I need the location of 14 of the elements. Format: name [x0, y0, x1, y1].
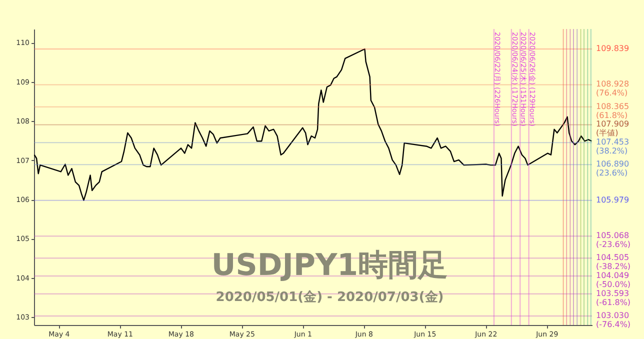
- ref-line-label: 108.365 (61.8%): [596, 102, 630, 120]
- ref-line-label: 105.068 (-23.6%): [596, 231, 631, 250]
- ref-line-label: 105.979: [596, 195, 630, 204]
- ref-line-label: 107.909 (半値): [596, 120, 630, 138]
- ref-line-label: 106.890 (23.6%): [596, 160, 630, 178]
- text: USDJPY1時間足: [211, 248, 448, 283]
- ref-line-label: 109.839: [596, 44, 630, 54]
- ref-line-label: 104.049 (-50.0%): [596, 271, 631, 290]
- ref-line-label: 103.593 (-61.8%): [596, 288, 631, 307]
- ref-line-label: 108.928 (76.4%): [596, 80, 630, 98]
- text: 2020/05/01(金) - 2020/07/03(金): [216, 290, 444, 305]
- ref-line-label: 104.505 (-38.2%): [596, 253, 631, 272]
- ref-line-label: 103.030 (-76.4%): [596, 310, 631, 329]
- ref-line-label: 107.453 (38.2%): [596, 138, 630, 156]
